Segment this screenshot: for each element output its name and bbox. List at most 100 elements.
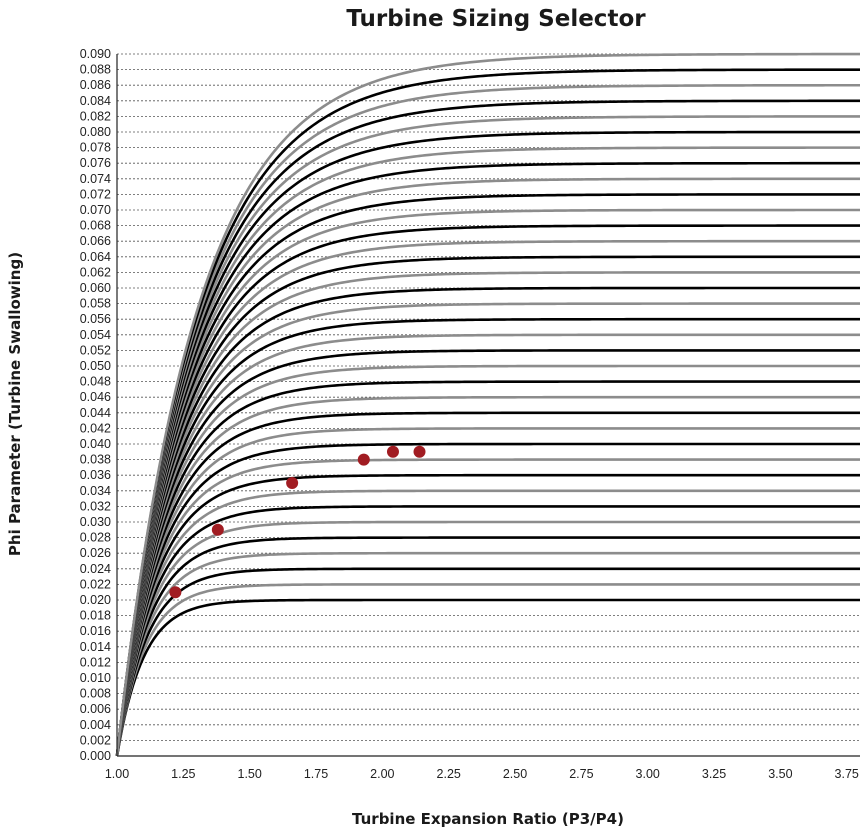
x-tick-label: 3.50 xyxy=(768,767,792,781)
data-point xyxy=(386,445,399,458)
y-tick-label: 0.068 xyxy=(80,219,111,233)
y-tick-label: 0.066 xyxy=(80,234,111,248)
turbine-curve xyxy=(115,411,860,757)
y-tick-label: 0.040 xyxy=(80,437,111,451)
y-tick-label: 0.002 xyxy=(80,733,111,747)
y-tick-label: 0.026 xyxy=(80,546,111,560)
data-point xyxy=(211,523,224,536)
turbine-curve xyxy=(115,224,860,757)
y-tick-label: 0.014 xyxy=(80,640,111,654)
y-tick-label: 0.000 xyxy=(80,749,111,763)
y-tick-label: 0.036 xyxy=(80,468,111,482)
turbine-curve xyxy=(115,161,860,757)
x-tick-labels: 1.00 1.25 1.50 1.75 2.00 2.25 2.50 2.75 3.00 3.25… xyxy=(105,767,859,781)
x-tick-label: 2.50 xyxy=(503,767,527,781)
y-tick-label: 0.046 xyxy=(80,390,111,404)
chart-title: Turbine Sizing Selector xyxy=(346,6,646,32)
turbine-curve xyxy=(115,551,860,757)
y-tick-label: 0.060 xyxy=(80,281,111,295)
x-tick-label: 3.75 xyxy=(835,767,859,781)
turbine-curve xyxy=(115,130,860,757)
turbine-curve xyxy=(115,271,860,757)
turbine-curve xyxy=(115,536,860,757)
x-tick-label: 1.75 xyxy=(304,767,328,781)
y-tick-label: 0.010 xyxy=(80,671,111,685)
turbine-curve xyxy=(115,83,860,757)
y-tick-label: 0.050 xyxy=(80,359,111,373)
y-tick-label: 0.042 xyxy=(80,421,111,435)
y-tick-label: 0.076 xyxy=(80,156,111,170)
turbine-curve xyxy=(115,583,860,757)
y-tick-label: 0.016 xyxy=(80,624,111,638)
x-tick-label: 1.50 xyxy=(238,767,262,781)
data-point xyxy=(413,445,426,458)
y-tick-label: 0.006 xyxy=(80,702,111,716)
turbine-curve xyxy=(115,380,860,757)
turbine-curve xyxy=(115,349,860,757)
turbine-curve xyxy=(115,489,860,757)
y-tick-label: 0.018 xyxy=(80,609,111,623)
y-tick-label: 0.090 xyxy=(80,47,111,61)
turbine-curve xyxy=(115,302,860,757)
turbine-curve xyxy=(115,442,860,757)
turbine-curve xyxy=(115,115,860,757)
curves xyxy=(115,52,860,757)
y-tick-label: 0.032 xyxy=(80,499,111,513)
turbine-curve xyxy=(115,395,860,757)
turbine-curve xyxy=(115,146,860,757)
turbine-curve xyxy=(115,520,860,757)
x-axis-label: Turbine Expansion Ratio (P3/P4) xyxy=(352,810,624,828)
y-tick-label: 0.070 xyxy=(80,203,111,217)
turbine-curve xyxy=(115,458,860,757)
turbine-curve xyxy=(115,68,860,757)
y-tick-label: 0.038 xyxy=(80,453,111,467)
axes xyxy=(116,54,860,757)
x-tick-label: 3.00 xyxy=(636,767,660,781)
y-tick-label: 0.086 xyxy=(80,78,111,92)
x-tick-label: 1.00 xyxy=(105,767,129,781)
x-tick-label: 1.25 xyxy=(171,767,195,781)
turbine-curve xyxy=(115,286,860,757)
turbine-curve xyxy=(115,473,860,757)
turbine-curve xyxy=(115,255,860,757)
y-axis-label: Phi Parameter (Turbine Swallowing) xyxy=(6,252,24,556)
turbine-curve xyxy=(115,239,860,757)
y-tick-label: 0.008 xyxy=(80,687,111,701)
turbine-curve xyxy=(115,177,860,757)
turbine-curve xyxy=(115,364,860,757)
y-tick-label: 0.028 xyxy=(80,531,111,545)
y-tick-label: 0.020 xyxy=(80,593,111,607)
y-tick-label: 0.012 xyxy=(80,655,111,669)
data-point xyxy=(169,586,182,599)
turbine-curve xyxy=(115,208,860,757)
y-tick-label: 0.052 xyxy=(80,343,111,357)
turbine-curve xyxy=(115,505,860,757)
x-tick-label: 2.00 xyxy=(370,767,394,781)
data-points xyxy=(169,445,426,599)
y-tick-label: 0.064 xyxy=(80,250,111,264)
y-tick-label: 0.030 xyxy=(80,515,111,529)
y-tick-label: 0.088 xyxy=(80,63,111,77)
data-point xyxy=(286,477,299,489)
y-tick-label: 0.048 xyxy=(80,375,111,389)
turbine-curve xyxy=(115,52,860,757)
turbine-curve xyxy=(115,598,860,757)
y-tick-label: 0.072 xyxy=(80,187,111,201)
turbine-curve xyxy=(115,317,860,757)
turbine-curve xyxy=(115,427,860,757)
y-tick-label: 0.062 xyxy=(80,265,111,279)
turbine-curve xyxy=(115,193,860,757)
y-tick-label: 0.022 xyxy=(80,577,111,591)
data-point xyxy=(357,453,370,466)
turbine-curve xyxy=(115,567,860,757)
y-tick-label: 0.078 xyxy=(80,141,111,155)
y-tick-label: 0.080 xyxy=(80,125,111,139)
x-tick-label: 3.25 xyxy=(702,767,726,781)
y-tick-label: 0.082 xyxy=(80,109,111,123)
y-tick-label: 0.034 xyxy=(80,484,111,498)
y-tick-label: 0.084 xyxy=(80,94,111,108)
y-tick-label: 0.056 xyxy=(80,312,111,326)
y-tick-label: 0.004 xyxy=(80,718,111,732)
